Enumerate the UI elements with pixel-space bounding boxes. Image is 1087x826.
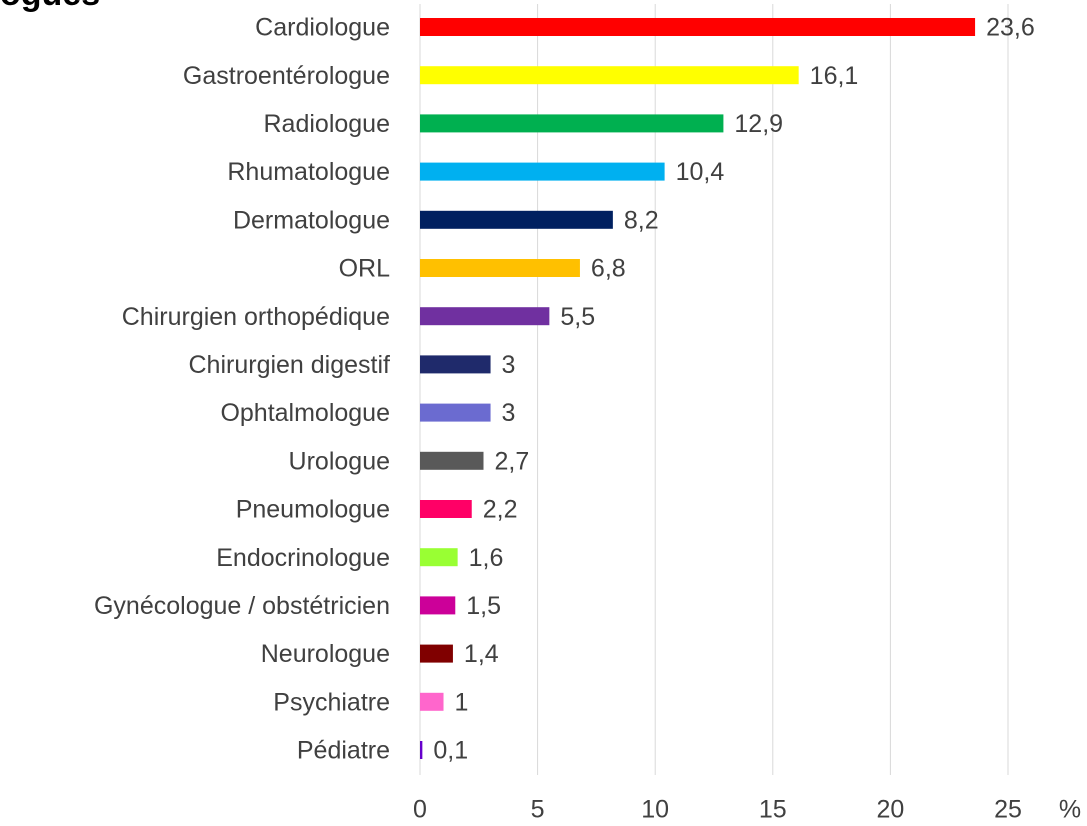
value-label: 2,2 <box>483 496 518 524</box>
y-tick-label: Gynécologue / obstétricien <box>94 592 390 620</box>
value-label: 3 <box>502 399 516 427</box>
y-tick-label: Pneumologue <box>236 496 390 524</box>
y-tick-label: Urologue <box>289 447 390 475</box>
y-tick-label: Cardiologue <box>255 14 390 42</box>
bar <box>420 66 799 85</box>
value-label: 16,1 <box>810 62 859 90</box>
bar <box>420 596 456 615</box>
bar <box>420 114 724 133</box>
y-tick-label: Endocrinologue <box>216 544 390 572</box>
x-tick-label: 25 <box>994 796 1022 824</box>
value-label: 10,4 <box>676 158 725 186</box>
value-label: 1 <box>455 688 469 716</box>
value-label: 8,2 <box>624 206 659 234</box>
x-tick-label: 20 <box>876 796 904 824</box>
value-label: 2,7 <box>495 447 530 475</box>
y-tick-label: Chirurgien orthopédique <box>122 303 390 331</box>
bar <box>420 692 444 711</box>
x-tick-label: 15 <box>759 796 787 824</box>
x-tick-label: 5 <box>531 796 545 824</box>
y-tick-label: Ophtalmologue <box>220 399 390 427</box>
bar <box>420 403 491 422</box>
y-tick-label: Pédiatre <box>297 737 390 765</box>
value-label: 3 <box>502 351 516 379</box>
bar <box>420 548 458 567</box>
value-label: 23,6 <box>986 14 1035 42</box>
value-label: 6,8 <box>591 255 626 283</box>
x-tick-label: 10 <box>641 796 669 824</box>
bar <box>420 451 484 470</box>
bar <box>420 500 472 518</box>
bar <box>420 162 665 181</box>
x-tick-label: 0 <box>413 796 427 824</box>
y-tick-label: Chirurgien digestif <box>189 351 391 379</box>
bar <box>420 644 453 663</box>
bar <box>420 741 423 759</box>
y-tick-label: Rhumatologue <box>227 158 390 186</box>
bar <box>420 210 613 229</box>
bar <box>420 18 976 36</box>
value-label: 12,9 <box>734 110 783 138</box>
bar <box>420 307 550 326</box>
bar <box>420 259 580 277</box>
x-axis-label: % <box>1059 796 1081 824</box>
y-tick-label: Radiologue <box>264 110 391 138</box>
value-label: 1,4 <box>464 640 499 668</box>
chart-title: ogues <box>0 0 100 13</box>
y-tick-label: ORL <box>339 255 391 283</box>
y-tick-label: Gastroentérologue <box>183 62 390 90</box>
y-tick-label: Dermatologue <box>233 206 390 234</box>
y-tick-label: Psychiatre <box>273 688 390 716</box>
value-label: 1,6 <box>469 544 504 572</box>
value-label: 5,5 <box>560 303 595 331</box>
y-tick-label: Neurologue <box>261 640 390 668</box>
value-label: 1,5 <box>466 592 501 620</box>
bar <box>420 355 491 374</box>
value-label: 0,1 <box>433 737 468 765</box>
